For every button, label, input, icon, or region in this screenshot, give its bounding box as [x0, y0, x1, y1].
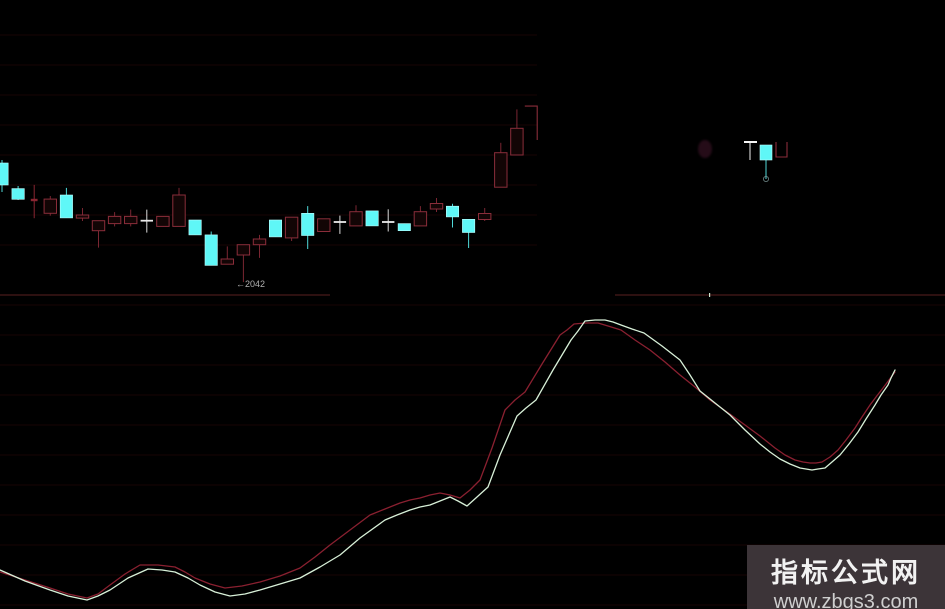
svg-text:←2042: ←2042: [236, 279, 265, 289]
